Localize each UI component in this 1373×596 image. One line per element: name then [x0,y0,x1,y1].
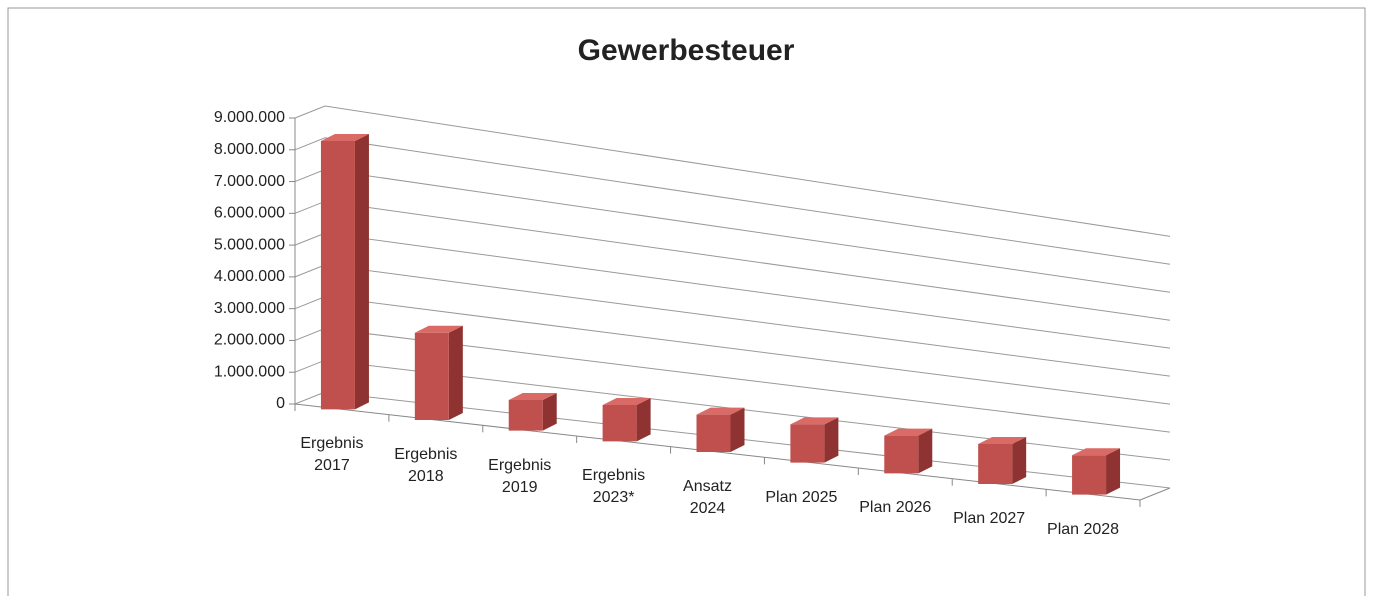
bar-top [1072,448,1121,456]
y-tick-label: 6.000.000 [214,205,285,222]
bar-top [320,134,369,142]
bar-side [824,417,839,463]
bar [414,325,463,420]
bar [978,436,1027,484]
bar-front [414,332,449,420]
bar-top [414,325,463,333]
bar [508,392,557,431]
x-tick-label: Plan 2027 [953,510,1026,527]
grid-line [294,137,1171,265]
x-tick-label: Plan 2026 [859,499,932,517]
bar [320,134,369,410]
bar-top [696,407,745,415]
y-tick-label: 8.000.000 [214,141,285,158]
bar-front [320,141,355,410]
x-tick-label: Ergebnis 2019 [488,456,552,496]
bar [696,407,745,452]
bar-front [978,443,1013,484]
bar-side [1012,436,1027,484]
bar-front [1072,455,1107,495]
bar-top [790,417,839,425]
bar-side [354,134,369,410]
y-tick-label: 9.000.000 [214,109,285,126]
bar-side [730,407,745,452]
grid-line [294,169,1171,293]
bar [790,417,839,463]
grid-line [294,200,1171,321]
y-tick-label: 3.000.000 [214,300,285,317]
grid-line [294,105,1171,237]
chart-border [7,7,1366,596]
y-tick-label: 5.000.000 [214,236,285,253]
y-tick-label: 1.000.000 [214,363,285,380]
bar-top [884,428,933,436]
bar-side [636,397,651,442]
bar [602,397,651,442]
x-tick-label: Plan 2028 [1047,520,1120,538]
x-tick-label: Ergebnis 2018 [394,446,458,485]
bar-top [602,397,651,405]
bar-side [542,392,557,431]
bar [884,428,933,474]
bar-front [696,414,731,452]
y-tick-label: 2.000.000 [214,332,285,349]
bar-front [602,404,637,442]
y-tick-label: 4.000.000 [214,268,285,285]
x-tick-label: Ergebnis 2023* [582,467,646,507]
bar-side [448,325,463,420]
bar-front [508,399,543,431]
y-tick-label: 7.000.000 [214,173,285,190]
bar-side [1106,448,1121,495]
x-tick-label: Ergebnis 2017 [300,435,364,475]
x-tick-label: Plan 2025 [765,488,838,506]
y-tick-label: 0 [276,395,285,412]
bar-top [978,436,1027,444]
bar [1072,448,1121,495]
chart-title: Gewerbesteuer [578,34,795,67]
bar-side [918,428,933,474]
bar-top [508,392,557,400]
x-tick-label: Ansatz 2024 [683,478,732,517]
bar-front [790,424,825,463]
bar-front [884,435,919,474]
